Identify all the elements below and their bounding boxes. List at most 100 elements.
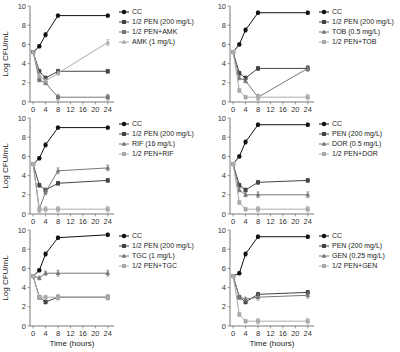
tick-label: 0	[231, 329, 235, 338]
legend-marker	[122, 122, 126, 126]
marker	[43, 271, 48, 275]
series-line	[33, 235, 108, 276]
error-bar	[257, 66, 260, 70]
tick	[228, 214, 231, 215]
marker	[243, 297, 248, 301]
tick-label: 4	[243, 217, 247, 226]
error-bar	[257, 180, 260, 184]
tick-label: 4	[222, 283, 226, 292]
legend-label: PEN (200 mg/L)	[332, 242, 382, 250]
marker	[256, 11, 260, 15]
tick-label: 8	[256, 329, 260, 338]
error-bar	[244, 252, 247, 256]
legend-marker	[122, 264, 126, 268]
error-bar	[232, 163, 235, 166]
error-bar	[38, 183, 41, 187]
legend-label: RIF (16 mg/L)	[132, 140, 175, 148]
tick	[28, 156, 31, 157]
series-line	[233, 52, 308, 97]
marker	[43, 33, 47, 37]
series-line	[33, 164, 108, 190]
marker	[31, 162, 35, 166]
error-bar	[57, 168, 60, 174]
error-bar	[57, 270, 60, 276]
tick-label: 2	[222, 302, 226, 311]
marker	[31, 273, 36, 277]
marker	[43, 252, 47, 256]
legend-marker	[122, 132, 126, 136]
error-bar	[106, 165, 109, 171]
tick-label: 8	[22, 133, 26, 142]
tick-label: 4	[22, 283, 26, 292]
tick-label: 8	[56, 217, 60, 226]
tick-label: 8	[22, 245, 26, 254]
error-bar	[232, 163, 235, 166]
tick-label: 8	[256, 105, 260, 114]
tick	[28, 6, 31, 7]
tick-label: 10	[218, 226, 226, 235]
error-bar	[57, 206, 60, 212]
marker	[231, 273, 236, 277]
marker	[231, 162, 235, 166]
x-label: Time (hours)	[49, 339, 94, 348]
panel: 024681004812162024Log CFU/mLCC1/2 PEN (2…	[1, 114, 194, 226]
legend-label: 1/2 PEN+RIF	[132, 150, 173, 157]
error-bar	[257, 123, 260, 126]
marker	[237, 154, 241, 158]
marker	[105, 40, 110, 44]
marker	[244, 319, 248, 323]
plot-area	[231, 123, 310, 213]
tick-label: 0	[22, 98, 26, 107]
y-axis	[230, 6, 231, 102]
tick	[28, 306, 31, 307]
error-bar	[238, 272, 241, 275]
error-bar	[244, 28, 247, 32]
tick-label: 8	[56, 105, 60, 114]
tick-label: 4	[22, 171, 26, 180]
tick-label: 0	[31, 217, 35, 226]
legend-marker	[322, 40, 326, 44]
marker	[56, 181, 60, 185]
error-bar	[106, 126, 109, 129]
marker	[106, 69, 110, 73]
tick-label: 20	[291, 329, 299, 338]
tick-label: 4	[222, 59, 226, 68]
legend-label: PEN (200 mg/L)	[332, 130, 382, 138]
legend: CCPEN (200 mg/L)DOR (0.5 mg/L)1/2 PEN+DO…	[319, 120, 382, 157]
marker	[37, 44, 41, 48]
error-bar	[32, 275, 35, 278]
legend-marker	[322, 141, 327, 145]
legend-marker	[322, 20, 326, 24]
legend-marker	[122, 234, 126, 238]
tick-label: 12	[66, 105, 74, 114]
marker	[244, 188, 248, 192]
error-bar	[244, 193, 247, 197]
error-bar	[32, 275, 35, 278]
error-bar	[44, 189, 47, 195]
tick-label: 0	[231, 217, 235, 226]
tick-label: 16	[279, 217, 287, 226]
tick-label: 20	[291, 105, 299, 114]
marker	[256, 192, 261, 196]
tick-label: 10	[18, 2, 26, 11]
legend: CC1/2 PEN (200 mg/L)1/2 PEN+AMKAMK (1 mg…	[119, 8, 194, 46]
error-bar	[238, 201, 241, 205]
tick-label: 6	[222, 152, 226, 161]
series-line	[233, 125, 308, 164]
marker	[231, 274, 235, 278]
marker	[237, 295, 241, 299]
marker	[306, 207, 310, 211]
error-bar	[232, 51, 235, 54]
error-bar	[106, 178, 109, 182]
error-bar	[257, 318, 260, 324]
marker	[106, 295, 110, 299]
error-bar	[257, 235, 260, 238]
marker	[31, 274, 35, 278]
error-bar	[44, 33, 47, 37]
error-bar	[238, 155, 241, 158]
error-bar	[306, 94, 309, 100]
error-bar	[257, 206, 260, 212]
marker	[106, 178, 110, 182]
x-axis	[30, 214, 114, 215]
error-bar	[238, 295, 241, 299]
